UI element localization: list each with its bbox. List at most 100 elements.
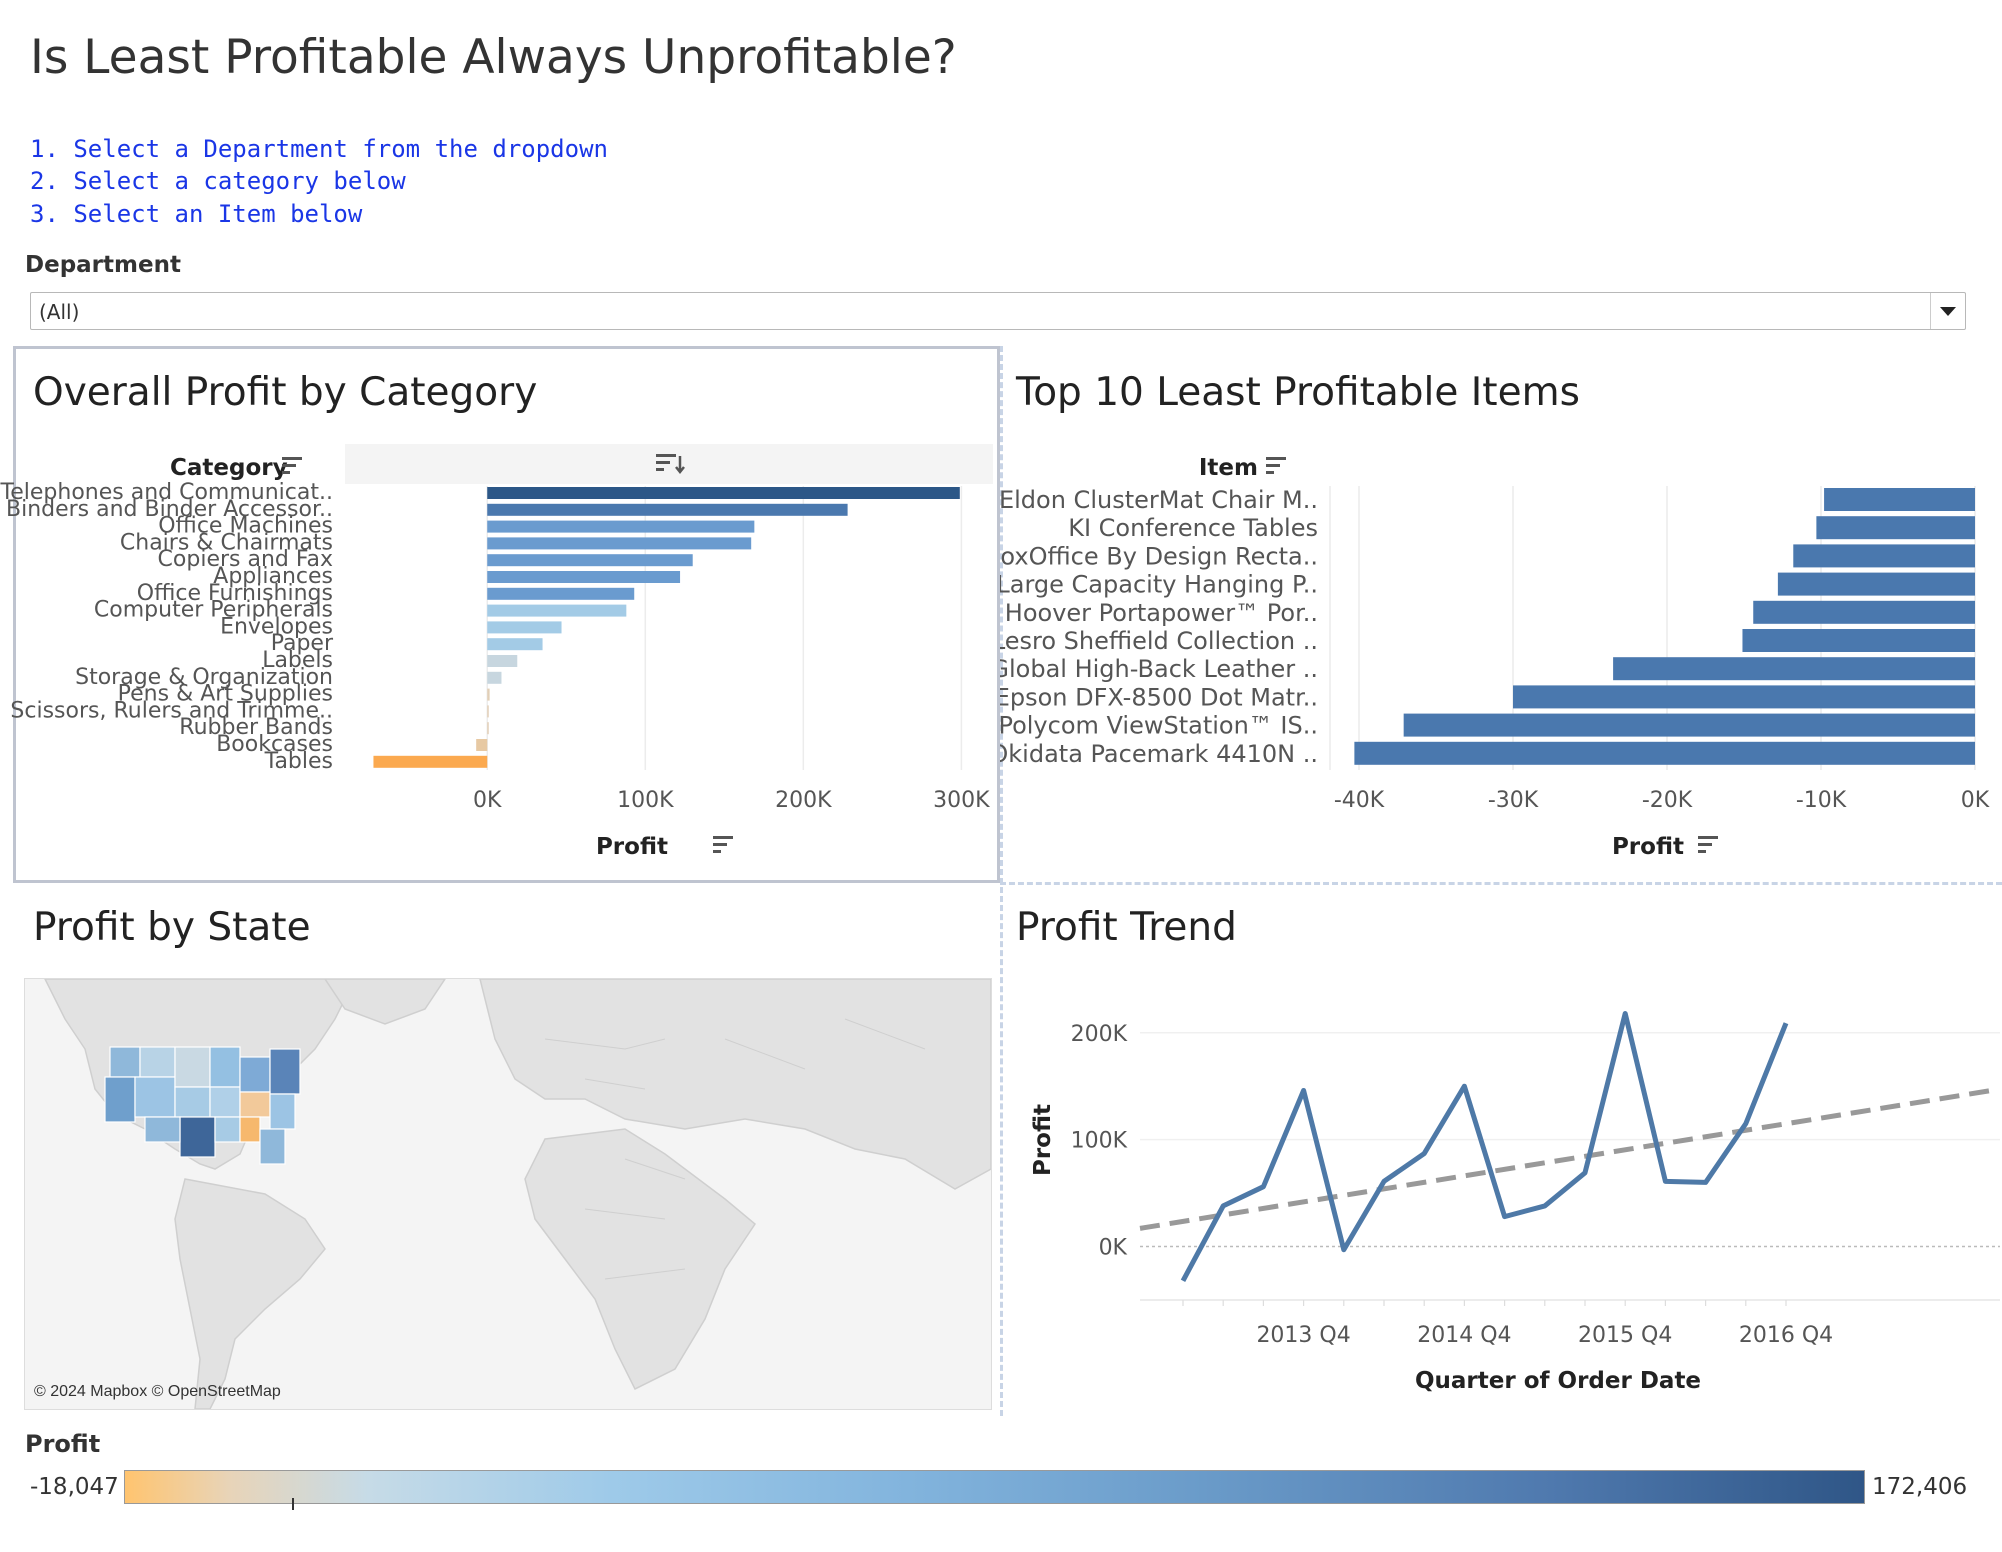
state-texas[interactable] (179, 1116, 216, 1158)
category-bar[interactable] (487, 604, 627, 617)
sort-icon[interactable] (1266, 457, 1286, 474)
state-arizona-new-mexico[interactable] (144, 1116, 181, 1143)
x-tick-label: 2016 Q4 (1739, 1323, 1833, 1348)
item-bar[interactable] (1816, 516, 1975, 540)
category-bar[interactable] (487, 554, 693, 567)
item-bar[interactable] (1777, 572, 1975, 596)
category-bar[interactable] (487, 655, 518, 667)
state-mississippi[interactable] (239, 1116, 261, 1143)
category-label[interactable]: Office Machines (158, 514, 333, 539)
category-bar[interactable] (487, 638, 543, 651)
world-map[interactable] (25, 979, 991, 1409)
category-label[interactable]: Labels (262, 648, 333, 673)
chevron-down-icon[interactable] (1930, 293, 1965, 329)
item-bar[interactable] (1613, 657, 1975, 681)
state-new-york-pennsylvania[interactable] (269, 1048, 301, 1095)
item-bar[interactable] (1403, 713, 1975, 737)
x-tick-label: -10K (1796, 788, 1847, 813)
trend-chart[interactable]: Profit 0K 100K 200K 2013 Q4 2014 Q4 2015 Q4 20… (1000, 970, 2000, 1410)
state-kansas-nebraska[interactable] (174, 1086, 211, 1118)
south-america-landmass (174, 1178, 326, 1409)
category-bar[interactable] (373, 755, 488, 768)
instruction-2: 2. Select a category below (30, 167, 406, 195)
state-dakotas[interactable] (174, 1046, 211, 1088)
category-bar[interactable] (487, 520, 755, 533)
category-label[interactable]: Pens & Art Supplies (118, 682, 333, 707)
department-dropdown-value: (All) (39, 300, 80, 324)
category-bar[interactable] (487, 705, 489, 718)
panel-divider-horizontal (1000, 882, 2002, 885)
sort-descending-icon[interactable] (656, 454, 685, 475)
category-label[interactable]: Envelopes (220, 614, 333, 639)
category-label[interactable]: Bookcases (216, 732, 333, 757)
x-tick-label: 200K (775, 788, 832, 813)
state-illinois-michigan[interactable] (239, 1056, 271, 1093)
category-label[interactable]: Chairs & Chairmats (120, 530, 333, 555)
item-label[interactable]: KI Conference Tables (1068, 514, 1318, 542)
greenland-landmass (324, 979, 446, 1025)
category-label[interactable]: Appliances (213, 564, 333, 589)
sort-icon[interactable] (1698, 836, 1718, 853)
category-label[interactable]: Storage & Organization (75, 665, 333, 690)
category-bar[interactable] (476, 739, 488, 751)
state-montana[interactable] (139, 1046, 176, 1078)
map-title: Profit by State (33, 905, 311, 950)
item-bar[interactable] (1824, 488, 1975, 511)
item-label[interactable]: BoxOffice By Design Recta.. (1000, 542, 1318, 570)
item-label[interactable]: Polycom ViewStation™ IS.. (1000, 712, 1318, 740)
state-minnesota[interactable] (209, 1046, 241, 1088)
y-tick-label: 100K (1071, 1129, 1128, 1154)
item-bar[interactable] (1793, 544, 1975, 568)
item-label[interactable]: Hoover Portapower™ Por.. (1005, 599, 1318, 627)
items-chart[interactable]: Item Eldon ClusterMat Chair M..KI Confer… (1000, 430, 2000, 870)
state-tennessee[interactable] (239, 1091, 271, 1118)
state-louisiana[interactable] (214, 1116, 241, 1143)
category-label[interactable]: Computer Peripherals (94, 598, 333, 623)
x-tick-label: 0K (1961, 788, 1990, 813)
item-bar[interactable] (1742, 629, 1975, 652)
sort-icon[interactable] (282, 457, 302, 474)
category-label[interactable]: Office Furnishings (137, 581, 333, 606)
state-washington[interactable] (109, 1046, 141, 1078)
category-bar[interactable] (487, 487, 960, 499)
state-nevada-utah[interactable] (134, 1076, 176, 1118)
map-attribution: © 2024 Mapbox © OpenStreetMap (34, 1383, 281, 1400)
category-label[interactable]: Scissors, Rulers and Trimme.. (10, 698, 333, 723)
state-missouri[interactable] (209, 1086, 241, 1118)
category-label[interactable]: Rubber Bands (179, 715, 333, 740)
category-chart[interactable]: Category Telephones and Communicat..Bind… (0, 430, 1000, 870)
profit-map[interactable] (24, 978, 992, 1410)
category-bar[interactable] (487, 671, 502, 684)
x-tick-label: 2014 Q4 (1417, 1323, 1511, 1348)
item-bar[interactable] (1354, 741, 1975, 765)
state-california[interactable] (104, 1076, 136, 1123)
category-label[interactable]: Binders and Binder Accessor.. (6, 497, 333, 522)
item-label[interactable]: Epson DFX-8500 Dot Matr.. (1000, 683, 1318, 711)
item-label[interactable]: Okidata Pacemark 4410N .. (1000, 740, 1318, 768)
state-carolinas[interactable] (269, 1093, 296, 1130)
item-bar[interactable] (1753, 600, 1975, 624)
item-label[interactable]: Global High-Back Leather .. (1000, 655, 1318, 683)
category-bar[interactable] (487, 621, 562, 634)
category-bar[interactable] (487, 587, 635, 600)
profit-line[interactable] (1180, 1011, 1789, 1282)
item-label[interactable]: Lesro Sheffield Collection .. (1000, 627, 1318, 655)
category-chart-title: Overall Profit by Category (33, 370, 538, 415)
item-label[interactable]: Large Capacity Hanging P.. (1000, 571, 1318, 599)
legend-zero-tick (292, 1498, 294, 1510)
category-label[interactable]: Copiers and Fax (158, 547, 333, 572)
category-bar[interactable] (487, 722, 489, 735)
category-label[interactable]: Tables (264, 749, 333, 774)
category-bar[interactable] (487, 571, 681, 583)
category-bar[interactable] (487, 537, 752, 550)
x-tick-label: -40K (1334, 788, 1385, 813)
category-label[interactable]: Paper (271, 631, 334, 656)
category-label[interactable]: Telephones and Communicat.. (0, 480, 333, 505)
item-bar[interactable] (1513, 685, 1975, 709)
sort-icon[interactable] (713, 836, 733, 853)
department-dropdown[interactable]: (All) (30, 292, 1966, 330)
category-bar[interactable] (487, 503, 848, 516)
state-florida[interactable] (259, 1128, 286, 1165)
item-label[interactable]: Eldon ClusterMat Chair M.. (1000, 486, 1318, 514)
category-bar[interactable] (487, 688, 490, 701)
